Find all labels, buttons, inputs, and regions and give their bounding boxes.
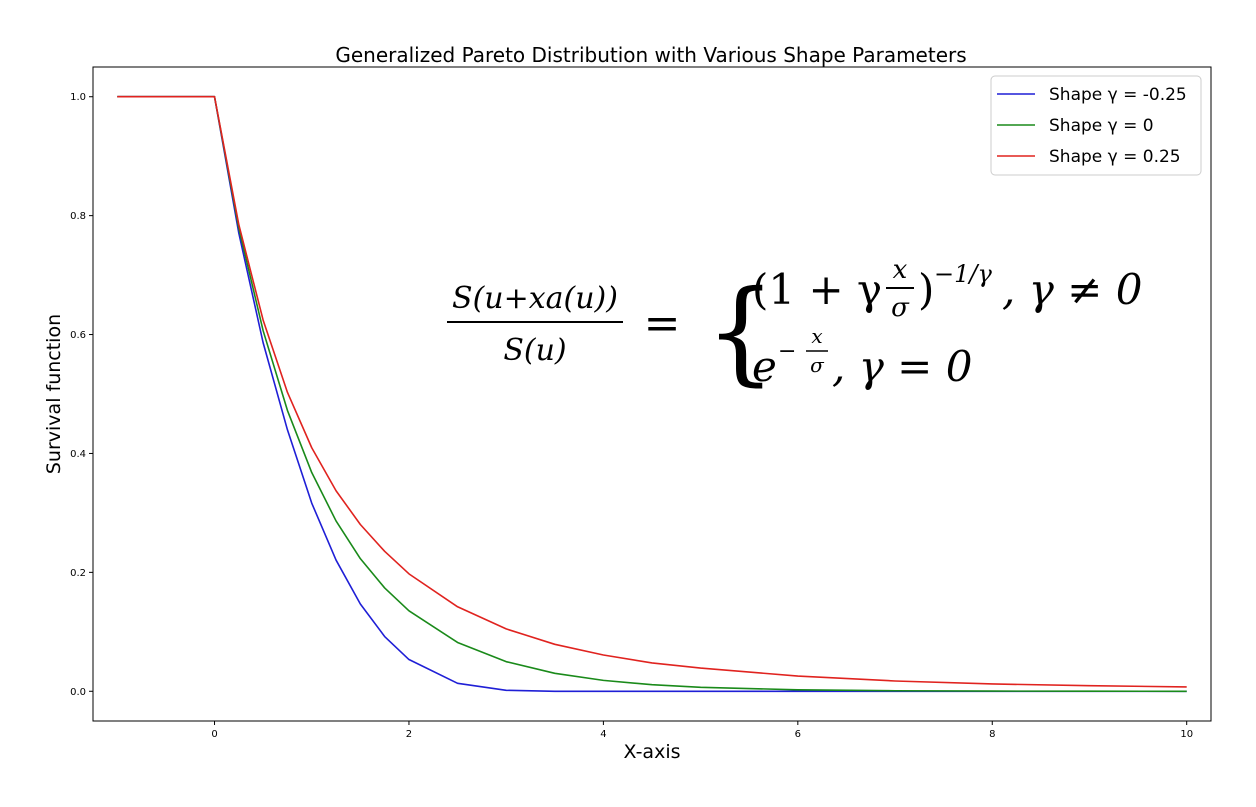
y-tick-label: 0.6 [70,330,86,341]
series-line-0 [117,95,1187,693]
formula-annotation: S(u+xa(u)) S(u) = { (1 + γ x σ ) −1/γ , … [447,255,1142,397]
x-axis-label: X-axis [624,741,681,763]
y-tick-label: 0.8 [70,211,86,222]
formula-case1-frac-num: x [893,255,908,285]
formula-case1-condition: , γ ≠ 0 [1002,265,1142,314]
x-tick-label: 8 [989,729,995,740]
x-tick-label: 10 [1180,729,1193,740]
formula-denominator: S(u) [503,333,566,368]
formula-case1-exponent: −1/γ [934,260,992,288]
legend-label-2: Shape γ = 0.25 [1049,147,1181,167]
x-axis-ticks: 0 2 4 6 8 10 [211,721,1193,740]
formula-case2-frac-num: x [811,324,822,348]
plot-area-frame [92,66,1212,722]
formula-brace: { [705,267,776,397]
y-tick-label: 1.0 [70,92,86,103]
legend-label-1: Shape γ = 0 [1049,116,1154,136]
formula-case2-exp-sign: − [778,339,796,364]
x-tick-label: 0 [211,729,217,740]
formula-case2-condition: , γ = 0 [832,342,972,391]
formula-equals: = [644,298,681,349]
y-tick-label: 0.2 [70,568,86,579]
y-axis-ticks: 0.0 0.2 0.4 0.6 0.8 1.0 [70,92,93,698]
formula-case1-lhs: (1 + γ [752,265,882,314]
legend: Shape γ = -0.25 Shape γ = 0 Shape γ = 0.25 [990,75,1202,176]
x-tick-label: 6 [795,729,801,740]
legend-entries: Shape γ = -0.25 Shape γ = 0 Shape γ = 0.25 [997,85,1187,167]
formula-case1-rparen: ) [918,265,934,314]
chart-title: Generalized Pareto Distribution with Var… [335,43,966,67]
legend-label-0: Shape γ = -0.25 [1049,85,1187,105]
y-axis-label: Survival function [43,314,65,474]
series-lines [117,95,1187,693]
x-tick-label: 2 [406,729,412,740]
formula-case2-frac-den: σ [810,353,825,377]
formula-case2-base: e [752,342,777,391]
series-line-1 [117,95,1187,693]
formula-case1-frac-den: σ [891,293,910,323]
legend-box [990,75,1202,176]
formula-numerator: S(u+xa(u)) [452,281,618,316]
y-tick-label: 0.4 [70,449,86,460]
series-line-2 [117,95,1187,688]
x-tick-label: 4 [600,729,606,740]
y-tick-label: 0.0 [70,687,86,698]
